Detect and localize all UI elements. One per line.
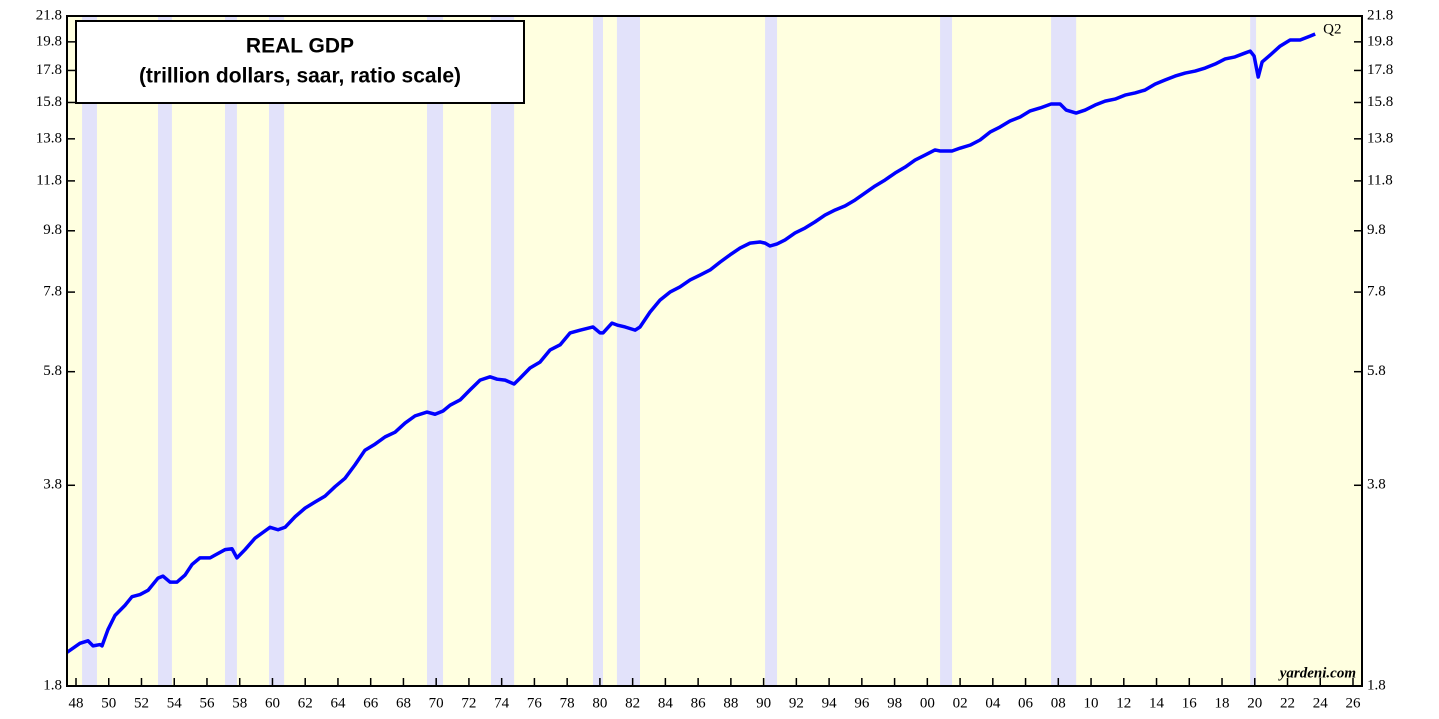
x-tick-label: 48	[69, 695, 84, 711]
x-tick-label: 16	[1182, 695, 1198, 711]
x-tick-label: 12	[1116, 695, 1131, 711]
data-line	[65, 32, 1316, 654]
y-tick-label: 17.8	[36, 62, 62, 78]
y-tick-label: 5.8	[43, 363, 62, 379]
y2-tick-label: 7.8	[1367, 284, 1386, 300]
recession-band	[1250, 16, 1257, 686]
x-tick-label: 94	[822, 695, 838, 711]
recession-band	[269, 16, 285, 686]
y-tick-label: 1.8	[43, 677, 62, 693]
y-tick-label: 21.8	[36, 7, 62, 23]
plot-area: 1.8 1.8 3.8 3.8 5.8 5.8 7.8 7.8 9.8 9.8 11.8 11.8 13…	[36, 7, 1394, 711]
x-tick-label: 76	[527, 695, 543, 711]
x-tick-label: 04	[985, 695, 1001, 711]
y2-tick-label: 13.8	[1367, 130, 1393, 146]
y-tick-label: 7.8	[43, 284, 62, 300]
x-tick-label: 66	[363, 695, 379, 711]
y2-tick-label: 9.8	[1367, 222, 1386, 238]
chart-subtitle: (trillion dollars, saar, ratio scale)	[139, 65, 461, 88]
recession-band	[765, 16, 778, 686]
x-tick-label: 98	[887, 695, 902, 711]
x-tick-label: 92	[789, 695, 804, 711]
y-tick-label: 15.8	[36, 94, 62, 110]
recession-band	[616, 16, 641, 686]
plot-frame	[66, 15, 1363, 687]
title-box: REAL GDP (trillion dollars, saar, ratio …	[75, 20, 525, 104]
y2-tick-label: 17.8	[1367, 62, 1393, 78]
y-tick-label: 19.8	[36, 33, 62, 49]
x-tick-label: 10	[1084, 695, 1099, 711]
x-tick-label: 74	[494, 695, 510, 711]
x-tick-label: 00	[920, 695, 935, 711]
x-tick-label: 60	[265, 695, 280, 711]
recession-band	[158, 16, 172, 686]
recession-band	[224, 16, 237, 686]
x-tick-label: 68	[396, 695, 411, 711]
recession-band	[427, 16, 444, 686]
chart-title: REAL GDP	[246, 35, 354, 58]
x-tick-label: 26	[1345, 695, 1361, 711]
x-tick-label: 58	[232, 695, 247, 711]
recession-band	[593, 16, 604, 686]
y-tick-label: 9.8	[43, 222, 62, 238]
x-tick-label: 52	[134, 695, 149, 711]
recession-band	[491, 16, 515, 686]
source-label: yardeni.com	[1278, 665, 1356, 681]
x-tick-label: 82	[625, 695, 640, 711]
x-tick-label: 56	[199, 695, 215, 711]
x-tick-label: 88	[723, 695, 738, 711]
x-tick-label: 06	[1018, 695, 1034, 711]
title-frame	[75, 20, 525, 104]
x-tick-label: 54	[167, 695, 183, 711]
x-tick-label: 14	[1149, 695, 1165, 711]
x-tick-label: 80	[592, 695, 607, 711]
y2-tick-label: 19.8	[1367, 33, 1393, 49]
x-tick-label: 02	[953, 695, 968, 711]
recession-band	[940, 16, 953, 686]
y2-tick-label: 3.8	[1367, 477, 1386, 493]
x-tick-label: 62	[298, 695, 313, 711]
y2-tick-label: 5.8	[1367, 363, 1386, 379]
x-tick-label: 78	[560, 695, 575, 711]
end-label: Q2	[1323, 21, 1341, 37]
y2-tick-label: 1.8	[1367, 677, 1386, 693]
x-tick-label: 24	[1313, 695, 1329, 711]
x-tick-label: 64	[330, 695, 346, 711]
y-tick-label: 3.8	[43, 477, 62, 493]
x-tick-label: 96	[854, 695, 870, 711]
y-tick-label: 11.8	[36, 172, 62, 188]
x-tick-label: 72	[461, 695, 476, 711]
x-tick-label: 50	[101, 695, 116, 711]
y2-tick-label: 11.8	[1367, 172, 1393, 188]
plot-background	[67, 16, 1362, 686]
y2-tick-label: 15.8	[1367, 94, 1393, 110]
y2-tick-label: 21.8	[1367, 7, 1393, 23]
y-tick-label: 13.8	[36, 130, 62, 146]
x-tick-label: 20	[1247, 695, 1262, 711]
x-tick-label: 22	[1280, 695, 1295, 711]
recession-band	[1051, 16, 1077, 686]
x-tick-label: 90	[756, 695, 771, 711]
x-tick-label: 08	[1051, 695, 1066, 711]
x-tick-label: 70	[429, 695, 444, 711]
x-tick-label: 84	[658, 695, 674, 711]
x-tick-label: 86	[691, 695, 707, 711]
x-tick-label: 18	[1215, 695, 1230, 711]
recession-band	[82, 16, 97, 686]
